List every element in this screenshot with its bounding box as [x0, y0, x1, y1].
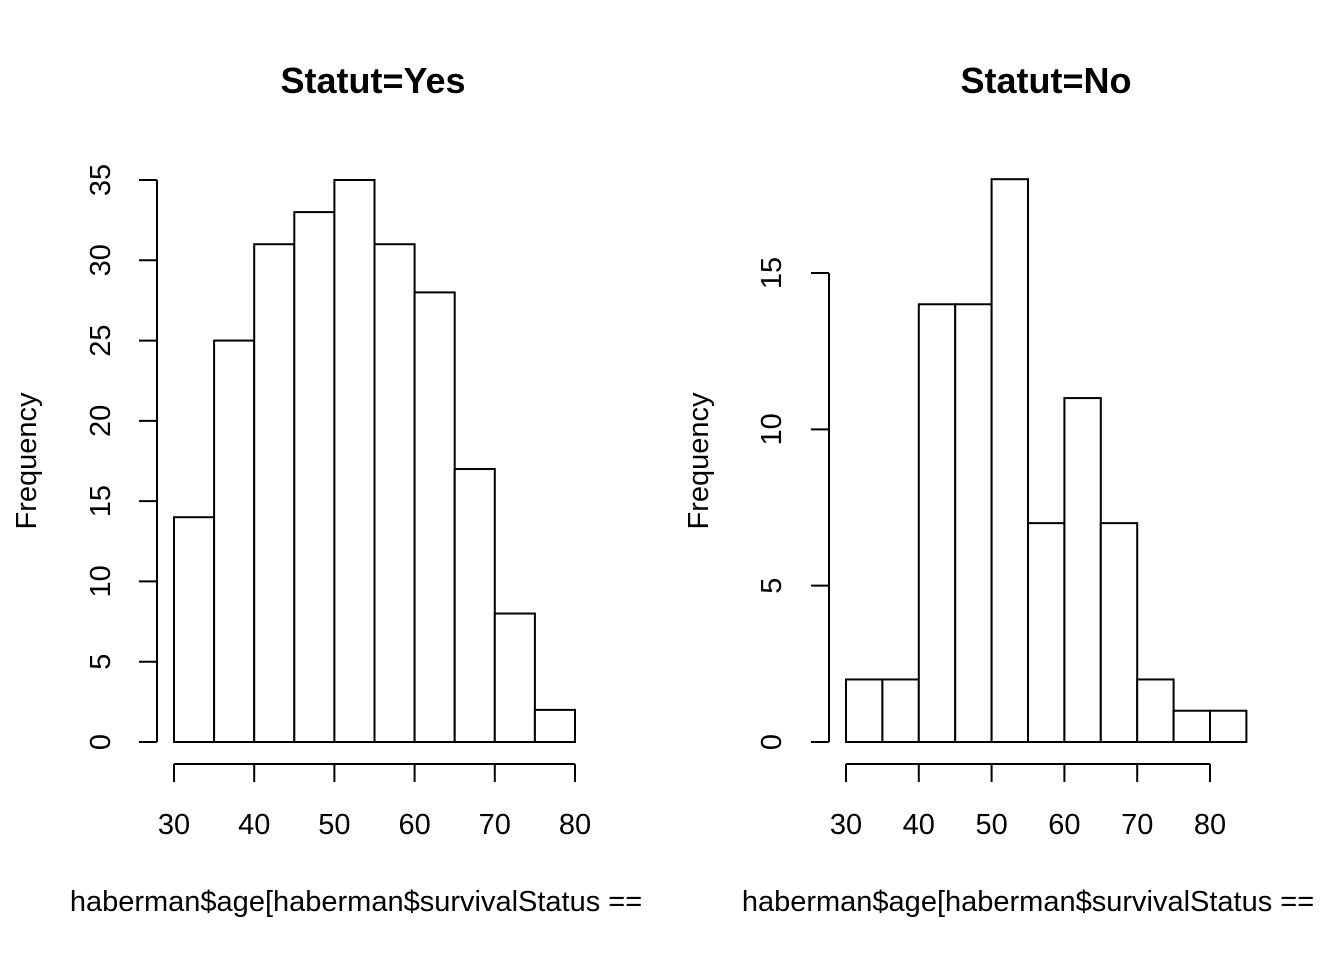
y-tick-label: 30 [85, 244, 117, 276]
histogram-bar [990, 178, 1029, 743]
histogram-bar [253, 243, 296, 743]
histogram-bar [954, 303, 993, 743]
x-tick-label: 70 [479, 809, 511, 841]
y-tick-label: 10 [85, 565, 117, 597]
histogram-bar [293, 211, 336, 744]
histogram-panel-yes: Statut=Yes haberman$age[haberman$surviva… [11, 60, 642, 918]
histogram-bar [493, 612, 536, 743]
y-tick-label: 5 [756, 578, 788, 594]
y-axis-label: Frequency [11, 392, 43, 530]
histogram-bar [413, 291, 456, 743]
x-tick-label: 50 [318, 809, 350, 841]
histogram-bar [881, 678, 920, 744]
x-tick-label: 80 [1194, 809, 1226, 841]
histogram-bar [1063, 397, 1102, 743]
histogram-bar [373, 243, 416, 743]
x-tick-label: 60 [1048, 809, 1080, 841]
y-tick-label: 10 [756, 413, 788, 445]
histogram-panel-no: Statut=No haberman$age[haberman$survival… [683, 60, 1314, 918]
x-axis-label: haberman$age[haberman$survivalStatus == [70, 886, 642, 918]
histogram-bar [1172, 709, 1211, 744]
x-tick-label: 40 [238, 809, 270, 841]
x-axis-label: haberman$age[haberman$survivalStatus == [742, 886, 1314, 918]
histogram-bar [533, 708, 577, 744]
x-tick-label: 80 [559, 809, 591, 841]
x-tick-label: 30 [158, 809, 190, 841]
x-tick-label: 50 [975, 809, 1007, 841]
histogram-bar [453, 468, 496, 743]
histogram-bar [1209, 709, 1248, 744]
histogram-bar [845, 678, 884, 744]
x-tick-label: 30 [830, 809, 862, 841]
y-tick-label: 0 [85, 734, 117, 750]
x-tick-label: 70 [1121, 809, 1153, 841]
y-tick-label: 20 [85, 405, 117, 437]
histogram-bar [213, 339, 256, 743]
y-tick-label: 25 [85, 324, 117, 356]
x-tick-label: 40 [903, 809, 935, 841]
y-tick-label: 0 [756, 734, 788, 750]
histogram-bar [917, 303, 957, 743]
y-tick-label: 15 [85, 485, 117, 517]
histogram-bar [1099, 522, 1139, 744]
histogram-bar [1027, 522, 1066, 744]
y-axis-label: Frequency [683, 392, 715, 530]
x-tick-label: 60 [398, 809, 430, 841]
histogram-bar [173, 516, 216, 744]
chart-title: Statut=No [961, 60, 1132, 101]
y-tick-label: 15 [756, 257, 788, 289]
histogram-bar [333, 179, 376, 743]
y-tick-label: 5 [85, 654, 117, 670]
y-tick-label: 35 [85, 164, 117, 196]
chart-title: Statut=Yes [280, 60, 465, 101]
histogram-bar [1136, 678, 1175, 744]
